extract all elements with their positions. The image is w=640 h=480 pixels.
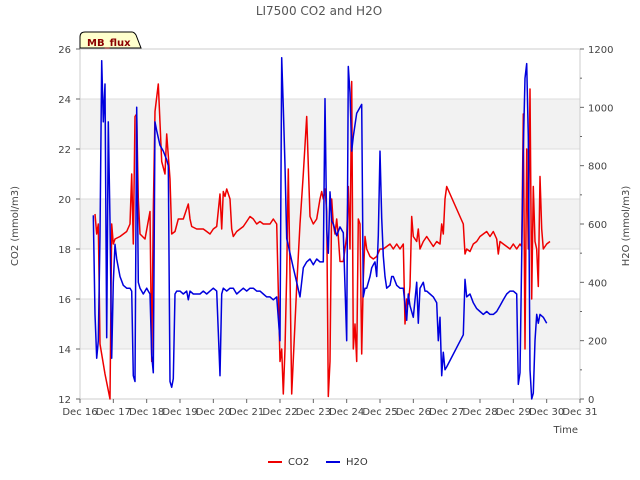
y-left-tick-label: 12	[58, 395, 71, 406]
grid-band	[80, 99, 580, 149]
x-tick-label: Dec 28	[462, 407, 497, 418]
y-left-tick-label: 22	[58, 145, 71, 156]
x-tick-label: Dec 20	[196, 407, 231, 418]
x-tick-label: Dec 18	[129, 407, 164, 418]
badge-shape	[79, 31, 142, 49]
series-layer	[92, 57, 551, 400]
y-left-tick-label: 20	[58, 195, 71, 206]
x-tick-label: Dec 24	[329, 407, 364, 418]
badge-label: MB_flux	[87, 38, 131, 49]
legend: CO2 H2O	[268, 457, 368, 468]
x-tick-label: Dec 19	[162, 407, 197, 418]
legend-h2o-label: H2O	[346, 457, 368, 468]
y-left-tick-label: 26	[58, 45, 71, 56]
y-right-tick-label: 1200	[588, 45, 613, 56]
x-tick-label: Dec 16	[62, 407, 97, 418]
chart-title: LI7500 CO2 and H2O	[256, 4, 382, 18]
y-right-axis-title: H2O (mmol/m3)	[621, 186, 632, 267]
y-right-tick-label: 800	[588, 162, 607, 173]
x-tick-label: Dec 30	[529, 407, 564, 418]
x-tick-label: Dec 26	[396, 407, 431, 418]
legend-co2-label: CO2	[288, 457, 309, 468]
y-right-tick-label: 1000	[588, 103, 613, 114]
y-left-tick-label: 14	[58, 345, 71, 356]
x-tick-label: Dec 25	[362, 407, 397, 418]
x-tick-label: Dec 17	[96, 407, 131, 418]
x-axis-title: Time	[553, 425, 578, 436]
x-tick-label: Dec 21	[229, 407, 264, 418]
y-left-axis-ticks: 12 14 16 18 20 22 24 26	[58, 45, 80, 406]
y-right-tick-label: 200	[588, 337, 607, 348]
x-tick-label: Dec 22	[262, 407, 297, 418]
series-line-h2o	[92, 57, 548, 400]
y-right-tick-label: 600	[588, 220, 607, 231]
y-left-axis-title: CO2 (mmol/m3)	[10, 186, 21, 266]
y-right-tick-label: 0	[588, 395, 594, 406]
y-right-axis-ticks: 0 200 400 600 800 1000 1200	[580, 45, 613, 406]
y-right-tick-label: 400	[588, 278, 607, 289]
x-tick-label: Dec 23	[296, 407, 331, 418]
mb-flux-badge: MB_flux	[79, 31, 142, 49]
x-tick-label: Dec 29	[496, 407, 531, 418]
x-tick-label: Dec 27	[429, 407, 464, 418]
x-tick-label: Dec 31	[562, 407, 597, 418]
y-left-tick-label: 24	[58, 95, 71, 106]
y-left-tick-label: 18	[58, 245, 71, 256]
y-left-tick-label: 16	[58, 295, 71, 306]
